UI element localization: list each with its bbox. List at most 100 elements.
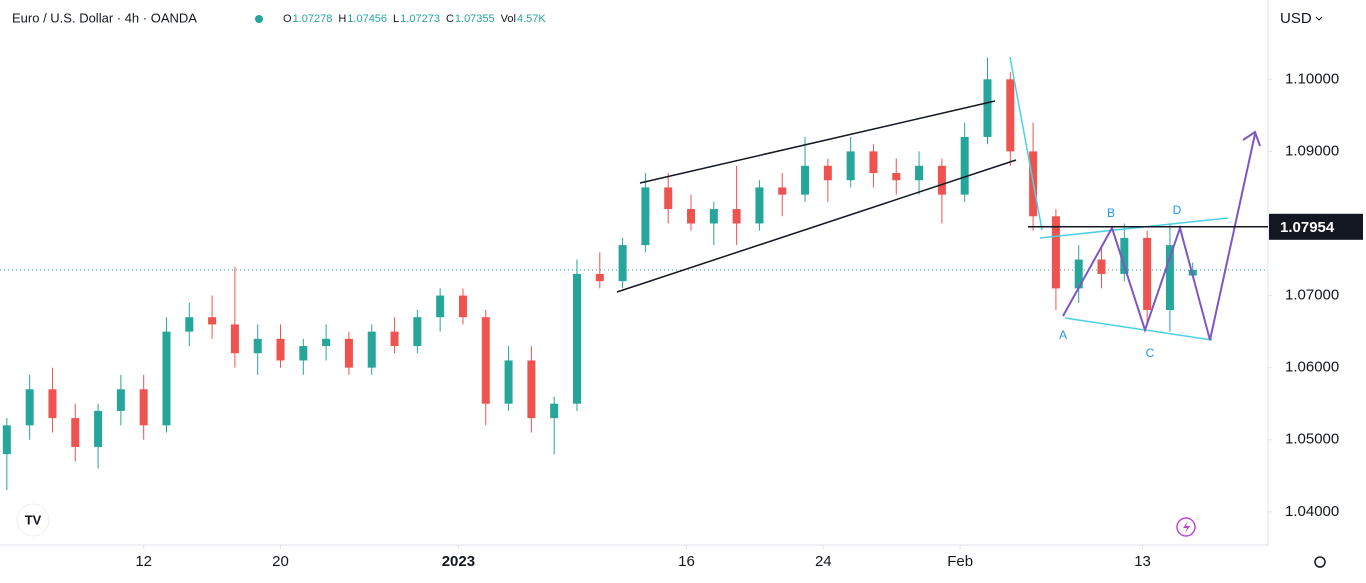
candle-body: [618, 245, 627, 282]
candle-body: [436, 295, 445, 318]
level-label-box: [1269, 213, 1363, 240]
zigzag: [1062, 133, 1256, 341]
arrow-head: [1242, 130, 1261, 147]
trend-line: [616, 159, 1017, 293]
candle-body: [230, 324, 239, 354]
trend-line: [1039, 217, 1229, 239]
candle-body: [527, 360, 536, 419]
tv-logo[interactable]: TV: [16, 503, 50, 537]
trend-line: [1009, 56, 1043, 231]
pattern-label: B: [1107, 206, 1115, 220]
candle-body: [846, 151, 855, 181]
pattern-label: C: [1146, 346, 1155, 360]
candle-body: [960, 136, 969, 195]
candle-body: [1097, 259, 1106, 274]
candles: [0, 57, 1268, 491]
svg-text:TV: TV: [25, 512, 42, 527]
candle-body: [276, 338, 285, 361]
pattern-label: D: [1173, 203, 1182, 217]
candle-body: [367, 331, 376, 368]
candle-body: [687, 209, 696, 224]
candle-body: [71, 418, 80, 447]
y-tick-label: 1.04000: [1285, 503, 1339, 520]
trend-line: [639, 100, 996, 184]
candle-body: [983, 79, 992, 137]
ohlc-label: C: [446, 13, 454, 25]
ohlc-value: 1.07355: [455, 13, 495, 25]
symbol-title: Euro / U.S. Dollar · 4h · OANDA: [12, 10, 197, 25]
x-tick-label: 20: [272, 553, 289, 570]
status-dot: [255, 15, 263, 23]
candle-body: [390, 331, 399, 347]
candle-body: [572, 273, 581, 404]
candle-body: [185, 317, 194, 332]
candle-body: [25, 389, 34, 426]
ohlc-label: O: [283, 13, 292, 25]
candle-body: [823, 165, 832, 181]
candle-body: [1120, 237, 1129, 274]
candle-body: [1006, 79, 1015, 152]
candle-body: [458, 295, 467, 318]
x-tick-label: 16: [678, 553, 695, 570]
candle-body: [892, 173, 901, 181]
x-tick-label: Feb: [947, 553, 973, 570]
ohlc-label: Vol: [501, 13, 516, 25]
candle-body: [755, 187, 764, 224]
y-tick-label: 1.06000: [1285, 359, 1339, 376]
candle-body: [869, 151, 878, 174]
candle-body: [162, 331, 171, 426]
candle-body: [1074, 259, 1083, 289]
ohlc-value: 1.07273: [400, 13, 440, 25]
candle-body: [299, 346, 308, 361]
candle-body: [322, 338, 331, 347]
candle-body: [801, 165, 810, 195]
ohlc-label: H: [338, 13, 346, 25]
candle-body: [94, 410, 103, 447]
candle-body: [915, 165, 924, 181]
ohlc-value: 1.07278: [293, 13, 333, 25]
candle-body: [208, 317, 217, 325]
candle-body: [139, 389, 148, 426]
candle-body: [253, 338, 262, 354]
ohlc-value: 4.57K: [517, 13, 546, 25]
ohlc-value: 1.07456: [347, 13, 387, 25]
candle-body: [116, 389, 125, 411]
y-tick-label: 1.05000: [1285, 431, 1339, 448]
x-tick-label: 2023: [442, 553, 475, 570]
dropdown-icon[interactable]: [1315, 16, 1323, 21]
pattern-label: A: [1059, 328, 1067, 342]
settings-icon[interactable]: [1314, 556, 1326, 568]
ohlc-label: L: [393, 13, 399, 25]
candle-body: [550, 403, 559, 419]
y-tick-label: 1.09000: [1285, 142, 1339, 159]
candle-body: [1051, 216, 1060, 289]
candle-body: [641, 187, 650, 246]
x-tick-label: 13: [1134, 553, 1151, 570]
drawings: [616, 56, 1261, 341]
ohlc-values: O 1.07278 H 1.07456 L 1.07273 C 1.07355 Vol 4.57K: [283, 13, 546, 25]
x-tick-label: 24: [815, 553, 832, 570]
candle-body: [344, 338, 353, 368]
candle-body: [2, 425, 11, 455]
candle-body: [1143, 237, 1152, 310]
candle-body: [664, 187, 673, 210]
candle-body: [595, 273, 604, 282]
candle-body: [504, 360, 513, 404]
currency[interactable]: USD: [1280, 10, 1312, 27]
y-tick-label: 1.10000: [1285, 70, 1339, 87]
candle-body: [732, 209, 741, 224]
candle-body: [937, 165, 946, 195]
candle-body: [709, 209, 718, 224]
x-tick-label: 12: [135, 553, 152, 570]
candle-body: [778, 187, 787, 195]
candle-body: [1165, 245, 1174, 310]
lightning-icon[interactable]: [1176, 517, 1196, 537]
candle-body: [48, 389, 57, 419]
trend-line: [1064, 317, 1213, 341]
candle-body: [481, 317, 490, 404]
y-tick-label: 1.07000: [1285, 287, 1339, 304]
candle-body: [413, 317, 422, 347]
